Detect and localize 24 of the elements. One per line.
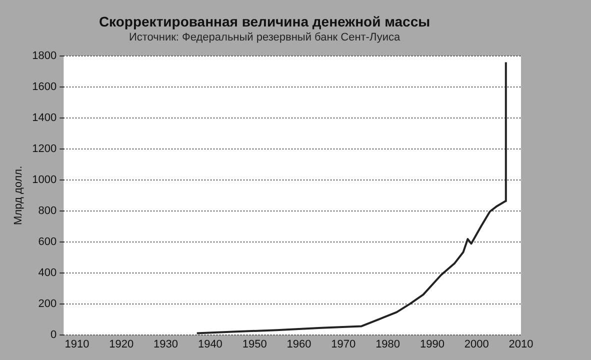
y-tick-label: 1400 [32, 112, 57, 124]
y-tick-label: 0 [50, 328, 57, 341]
x-tick-label: 1990 [420, 338, 444, 350]
x-tick-label: 1970 [331, 338, 356, 350]
y-tick-label: 400 [38, 266, 57, 279]
x-tick-label: 1940 [198, 338, 222, 350]
x-tick-label: 1980 [376, 338, 400, 350]
x-tick-label: 1920 [109, 338, 134, 350]
x-tick-label: 1950 [242, 338, 267, 350]
chart-subtitle: Источник: Федеральный резервный банк Сент-Луиса [128, 31, 401, 44]
x-tick-label: 1930 [154, 338, 178, 350]
x-tick-label: 1960 [286, 338, 312, 350]
y-tick-label: 800 [38, 204, 57, 217]
y-tick-label: 1600 [32, 81, 57, 94]
y-tick-label: 1000 [32, 174, 57, 186]
y-tick-label: 600 [38, 236, 57, 248]
y-tick-label: 1200 [32, 142, 57, 155]
y-axis-title: Млрд долл. [12, 166, 25, 225]
x-tick-label: 2010 [508, 338, 534, 350]
x-tick-label: 2000 [464, 338, 489, 350]
y-tick-label: 1800 [32, 50, 57, 62]
chart-title: Скорректированная величина денежной массы [98, 13, 430, 30]
y-tick-label: 200 [38, 298, 57, 310]
x-tick-label: 1910 [64, 338, 90, 350]
